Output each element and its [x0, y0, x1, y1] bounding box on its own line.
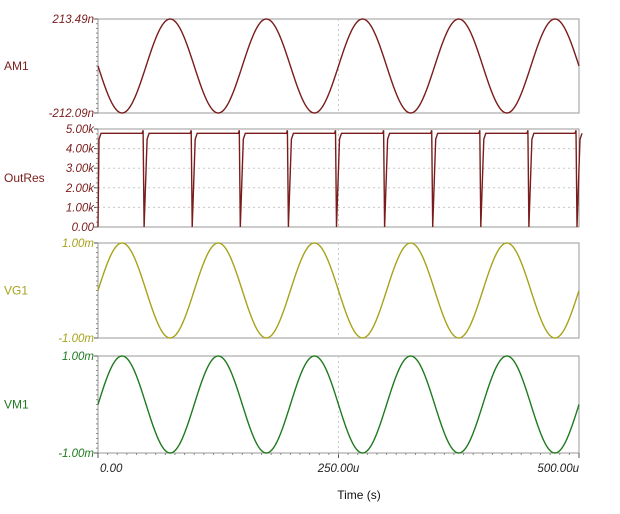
y-tick-label: 1.00m — [62, 351, 94, 363]
x-axis-title: Time (s) — [337, 488, 381, 502]
y-tick-label: 0.00 — [72, 222, 95, 234]
panel-name-vg1: VG1 — [4, 284, 28, 298]
series-line-vm1 — [97, 355, 580, 454]
x-axis: 0.00 250.00u 500.00u — [97, 453, 580, 475]
y-tick-label: 213.49n — [51, 14, 94, 26]
y-tick-label: 3.00k — [66, 163, 95, 175]
y-tick-label: 1.00k — [66, 202, 95, 214]
series-line-am1 — [97, 18, 580, 114]
y-tick-label: -1.00m — [58, 333, 94, 345]
panel-am1: 213.49n -212.09n AM1 — [4, 14, 580, 120]
panel-outres: 5.00k 4.00k 3.00k 2.00k 1.00k 0.00 OutRes — [4, 124, 583, 234]
panel-vm1: 1.00m -1.00m VM1 — [4, 351, 580, 460]
x-tick-label: 250.00u — [317, 463, 360, 475]
panel-vg1: 1.00m -1.00m VG1 — [4, 238, 580, 345]
y-tick-label: 4.00k — [66, 144, 95, 156]
y-tick-label: 2.00k — [65, 183, 95, 195]
panel-name-am1: AM1 — [4, 59, 29, 73]
panel-name-vm1: VM1 — [4, 398, 29, 412]
y-tick-label: -212.09n — [49, 108, 94, 120]
series-line-outres — [97, 130, 583, 228]
x-tick-label: 0.00 — [100, 463, 123, 475]
panel-name-outres: OutRes — [4, 171, 45, 185]
x-tick-label: 500.00u — [537, 463, 579, 475]
series-line-vg1 — [97, 242, 580, 339]
y-tick-label: 5.00k — [66, 124, 95, 136]
y-tick-label: -1.00m — [58, 448, 94, 460]
y-tick-label: 1.00m — [62, 238, 94, 250]
